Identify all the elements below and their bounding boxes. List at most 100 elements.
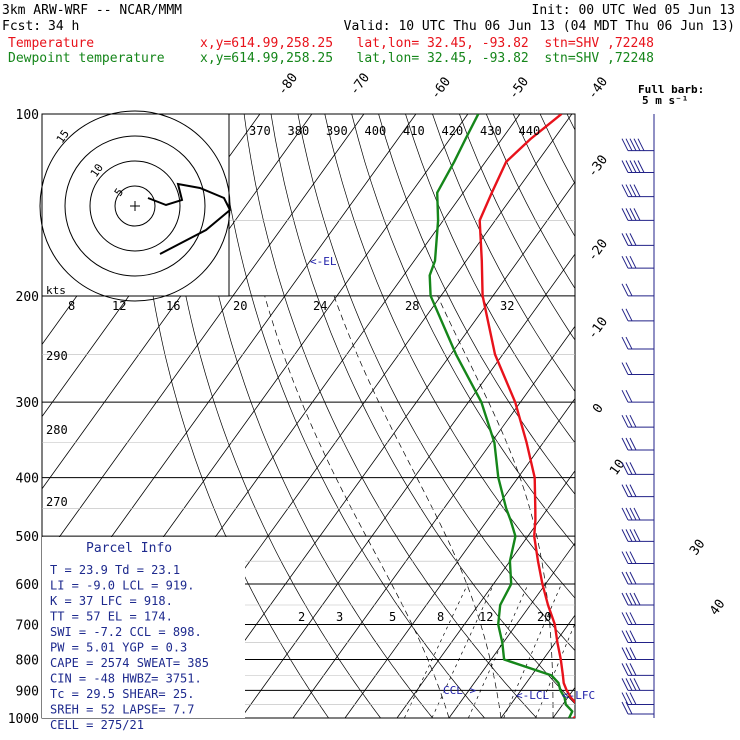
barb-key-unit: 5 m s⁻¹ — [642, 94, 688, 107]
barb-flag — [625, 283, 633, 297]
isotherm-line — [188, 181, 575, 718]
wind-barb — [621, 647, 654, 660]
moist-adiabat — [333, 295, 502, 718]
isotherm-label: 30 — [687, 537, 708, 558]
parcel-info-row: T = 23.9 Td = 23.1 — [50, 563, 180, 577]
theta-label: 420 — [442, 124, 464, 138]
wind-barb — [621, 551, 654, 565]
hodograph-ring-label: 15 — [54, 127, 72, 145]
hodograph-ring-label: 10 — [88, 161, 106, 179]
dry-adiabat — [485, 114, 575, 290]
barb-flag — [621, 692, 629, 705]
hodograph-ring — [39, 110, 231, 302]
barb-flag — [625, 612, 633, 625]
theta-label: 280 — [46, 423, 68, 437]
el-marker: <-EL — [310, 255, 337, 268]
barb-flag — [625, 701, 633, 715]
barb-flag — [621, 630, 629, 643]
parcel-info-row: CELL = 275/21 — [50, 718, 144, 732]
wind-barb — [621, 630, 654, 644]
dry-adiabat — [243, 114, 538, 718]
dry-adiabat — [621, 114, 740, 731]
mixing-ratio-line — [431, 583, 495, 718]
pressure-label: 800 — [16, 653, 39, 668]
wind-barb — [621, 484, 654, 498]
barb-flag — [621, 551, 629, 564]
barb-flag — [625, 462, 633, 475]
dewpoint-line — [428, 114, 574, 718]
wind-barb — [621, 362, 654, 376]
barb-flag — [621, 571, 629, 585]
pressure-label: 1000 — [8, 712, 39, 727]
model-title: 3km ARW-WRF -- NCAR/MMM — [2, 3, 182, 18]
barb-flag — [621, 308, 629, 322]
barb-flag — [625, 138, 633, 151]
sounding-curves — [428, 114, 575, 718]
wind-barb — [621, 663, 654, 676]
barb-flag — [621, 160, 629, 173]
barb-flag — [625, 389, 633, 403]
dewpoint-location: x,y=614.99,258.25 lat,lon= 32.45, -93.82… — [200, 51, 654, 66]
wind-barb — [621, 336, 654, 350]
isotherm-line — [42, 114, 313, 490]
barb-flag — [625, 255, 633, 269]
parcel-info-row: TT = 57 EL = 174. — [50, 610, 173, 624]
isotherm-label: -80 — [275, 71, 301, 99]
hodograph-trace — [147, 182, 232, 255]
dry-adiabat — [378, 114, 575, 495]
wind-barb — [621, 389, 654, 403]
isotherm-line — [552, 686, 575, 718]
wind-barb — [621, 592, 654, 606]
barb-flag — [629, 184, 637, 197]
barb-flag — [621, 283, 629, 297]
hodograph-speed-label: 8 — [68, 299, 75, 313]
forecast-label: Fcst: — [2, 19, 41, 34]
theta-label: 440 — [519, 124, 541, 138]
hodograph-speed-label: 16 — [166, 299, 180, 313]
parcel-info-row: Tc = 29.5 SHEAR= 25. — [50, 687, 195, 701]
barb-flag — [625, 160, 633, 173]
parcel-info-panel: Parcel Info T = 23.9 Td = 23.1 LI = -9.0 … — [42, 537, 245, 732]
parcel-info-row: SREH = 52 LAPSE= 7.7 — [50, 703, 195, 717]
dry-adiabat — [702, 114, 740, 731]
barb-flag — [625, 362, 633, 375]
isotherm-line — [657, 114, 740, 718]
dry-adiabat — [351, 114, 575, 547]
barb-key-label: Full barb: — [638, 83, 704, 96]
isotherm-label: -60 — [428, 75, 454, 103]
wind-barb — [621, 414, 654, 428]
barb-flag — [629, 571, 637, 585]
hodograph-speed-label: 24 — [313, 299, 327, 313]
mixing-ratio-line — [535, 622, 575, 718]
isotherm-line — [396, 470, 575, 718]
barb-flag — [621, 437, 629, 451]
mixing-ratio-line — [503, 583, 562, 718]
barb-flag — [629, 208, 637, 221]
mixing-ratio-label: 5 — [389, 610, 396, 624]
wind-barb — [621, 437, 654, 451]
barb-flag — [629, 663, 637, 676]
hodograph-ring — [89, 160, 181, 252]
barb-flag — [621, 362, 629, 375]
barb-flag — [625, 592, 633, 606]
isotherm-label: 0 — [590, 401, 607, 416]
dry-adiabat — [539, 114, 575, 185]
isotherm-line — [605, 114, 740, 718]
wind-barb — [621, 283, 654, 297]
theta-label: 390 — [326, 124, 348, 138]
barb-flag — [629, 647, 637, 660]
dry-adiabat — [270, 114, 575, 705]
barb-flag — [625, 336, 633, 350]
theta-label: 270 — [46, 495, 68, 509]
barb-flag — [625, 484, 633, 497]
wind-barb — [621, 507, 654, 521]
barb-flag — [629, 255, 637, 269]
parcel-info-row: CAPE = 2574 SWEAT= 385 — [50, 656, 209, 670]
theta-label: 430 — [480, 124, 502, 138]
barb-flag — [621, 208, 629, 221]
wind-barb — [621, 208, 654, 221]
barb-flag — [625, 571, 633, 585]
parcel-info-row: CIN = -48 HWBZ= 3751. — [50, 672, 202, 686]
